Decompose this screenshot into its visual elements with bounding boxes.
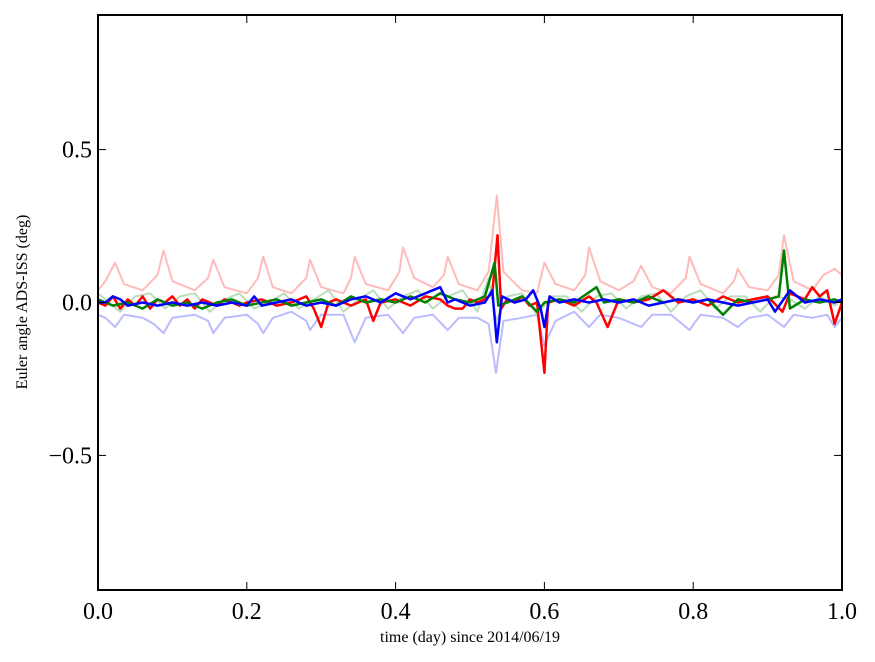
series-line-4 (98, 249, 842, 316)
x-tick-label: 0.4 (381, 599, 411, 625)
series-line-5 (98, 285, 842, 344)
x-axis-label: time (day) since 2014/06/19 (380, 629, 560, 646)
series-line-1 (98, 310, 842, 374)
y-axis-label: Euler angle ADS-ISS (deg) (14, 215, 31, 390)
y-tick-label: 0.0 (62, 291, 92, 317)
x-tick-label: 0.8 (678, 599, 708, 625)
x-tick-label: 0.6 (529, 599, 559, 625)
x-tick-label: 1.0 (827, 599, 857, 625)
x-tick-label: 0.2 (232, 599, 262, 625)
ticks-layer: 0.0 0.2 0.4 0.6 0.8 1.0 −0.5 0.0 0.5 (48, 15, 857, 625)
x-tick-label: 0.0 (83, 599, 113, 625)
y-tick-label: 0.5 (62, 138, 92, 164)
series-layer (98, 194, 842, 375)
series-line-0 (98, 194, 842, 295)
y-tick-label: −0.5 (48, 443, 92, 469)
